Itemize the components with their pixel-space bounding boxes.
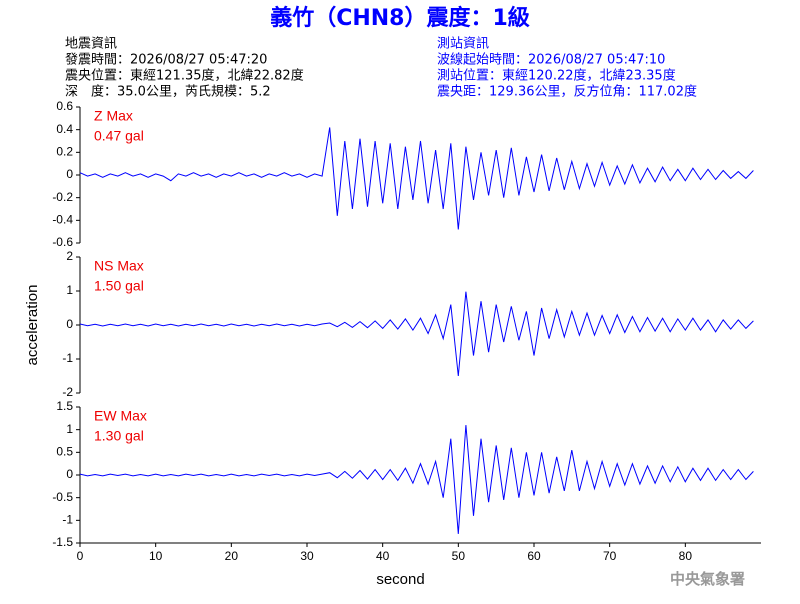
- y-tick-label: 0.2: [56, 145, 73, 159]
- max-label: 1.30 gal: [94, 428, 144, 444]
- info-left: 地震資訊: [65, 37, 117, 52]
- y-tick-label: 0: [66, 317, 73, 331]
- y-tick-label: -0.6: [52, 235, 73, 249]
- y-tick-label: 0.5: [56, 445, 73, 459]
- y-tick-label: 2: [66, 249, 73, 263]
- waveform: [79, 127, 754, 230]
- y-tick-label: 0.6: [56, 99, 73, 113]
- info-right: 測站資訊: [437, 37, 489, 52]
- x-tick-label: 80: [679, 549, 693, 563]
- footer: 中央氣象署: [670, 570, 745, 588]
- x-tick-label: 10: [149, 549, 163, 563]
- y-tick-label: -0.5: [52, 490, 73, 504]
- y-tick-label: -2: [62, 385, 73, 399]
- info-left: 深 度：35.0公里，芮氏規模：5.2: [65, 84, 271, 100]
- y-tick-label: -1: [62, 513, 73, 527]
- channel-label: EW Max: [94, 408, 147, 424]
- y-tick-label: 0.4: [56, 122, 73, 136]
- x-axis-label: second: [376, 571, 424, 588]
- y-tick-label: 1: [66, 422, 73, 436]
- info-left: 震央位置：東經121.35度，北緯22.82度: [65, 68, 304, 84]
- y-tick-label: -0.4: [52, 213, 73, 227]
- x-tick-label: 20: [225, 549, 239, 563]
- max-label: 1.50 gal: [94, 278, 144, 294]
- info-right: 測站位置：東經120.22度，北緯23.35度: [437, 68, 676, 84]
- channel-label: NS Max: [94, 258, 144, 274]
- waveform: [79, 291, 754, 377]
- x-tick-label: 40: [376, 549, 390, 563]
- x-tick-label: 60: [527, 549, 541, 563]
- x-tick-label: 0: [77, 549, 84, 563]
- max-label: 0.47 gal: [94, 128, 144, 144]
- info-left: 發震時間：2026/08/27 05:47:20: [65, 53, 267, 68]
- y-tick-label: 1: [66, 283, 73, 297]
- channel-label: Z Max: [94, 108, 133, 124]
- x-tick-label: 30: [300, 549, 314, 563]
- y-tick-label: 0: [66, 467, 73, 481]
- x-tick-label: 50: [452, 549, 466, 563]
- y-tick-label: -1.5: [52, 535, 73, 549]
- title: 義竹（CHN8）震度：1級: [270, 5, 530, 31]
- info-right: 震央距：129.36公里，反方位角：117.02度: [437, 84, 697, 100]
- waveform: [79, 425, 754, 534]
- y-tick-label: 1.5: [56, 399, 73, 413]
- y-tick-label: 0: [66, 167, 73, 181]
- y-axis-label: acceleration: [24, 285, 41, 366]
- x-tick-label: 70: [603, 549, 617, 563]
- y-tick-label: -1: [62, 351, 73, 365]
- info-right: 波線起始時間：2026/08/27 05:47:10: [437, 52, 665, 68]
- y-tick-label: -0.2: [52, 190, 73, 204]
